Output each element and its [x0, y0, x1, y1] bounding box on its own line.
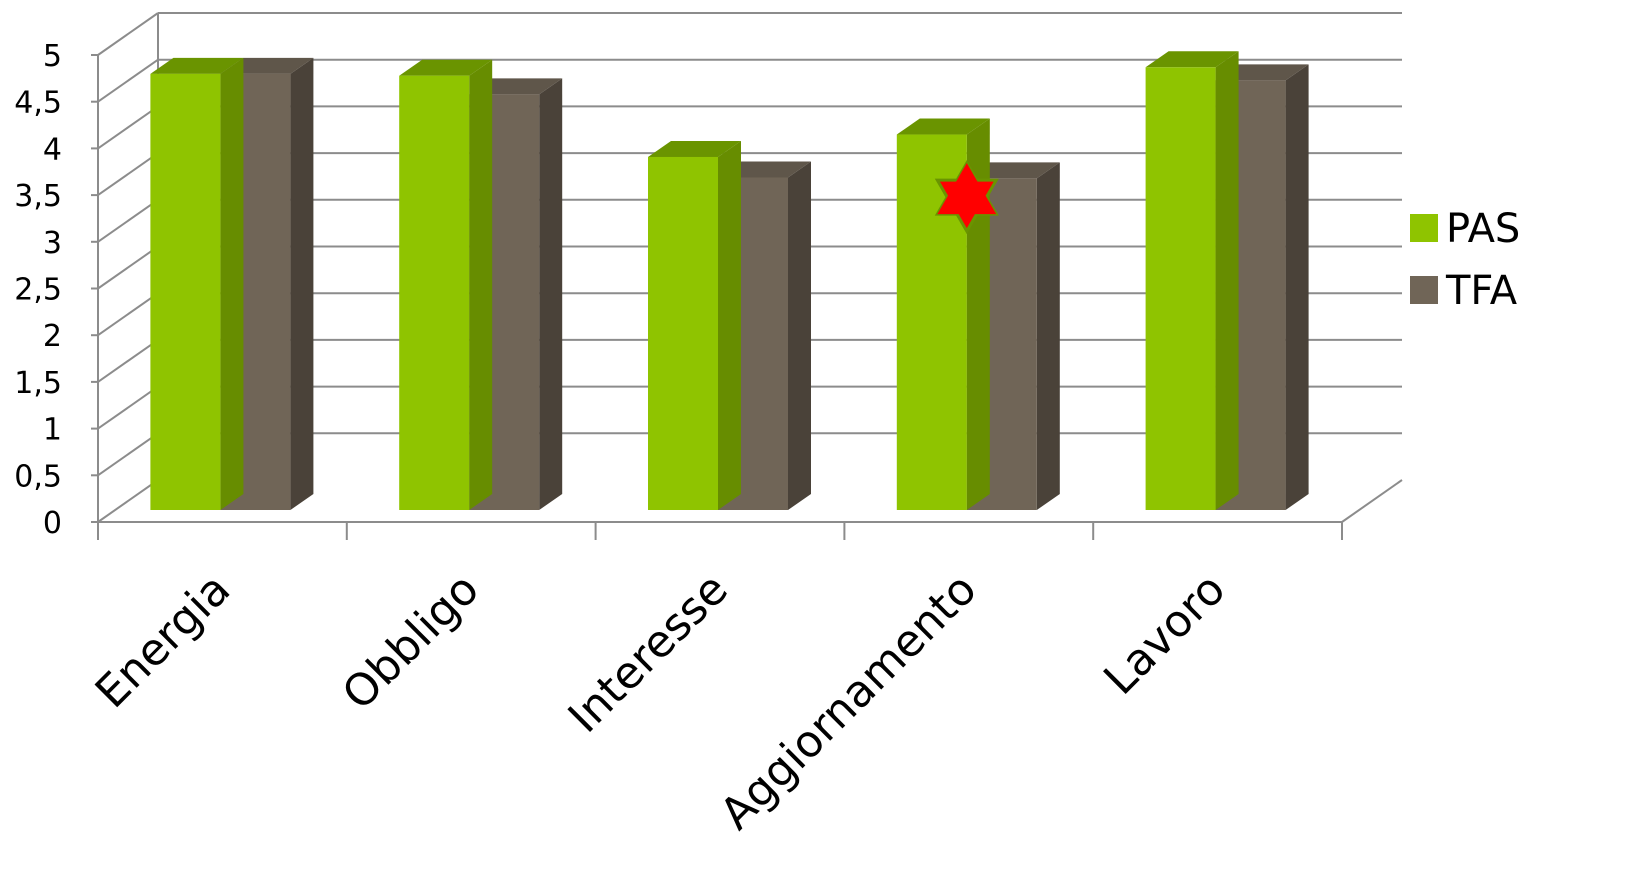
- star-fill: [937, 163, 997, 215]
- bar-top: [150, 57, 244, 74]
- y-tick-label: 0: [43, 506, 62, 541]
- bar-top: [718, 161, 811, 178]
- bar-side: [1215, 51, 1239, 511]
- bar-side: [1036, 162, 1060, 510]
- bar-side: [290, 57, 314, 511]
- y-tick-label: 4: [43, 132, 62, 167]
- y-tick-label: 1,5: [14, 366, 62, 401]
- bar-top: [399, 59, 493, 76]
- bar-front: [648, 156, 718, 510]
- bar-front: [150, 73, 221, 511]
- gridline-side: [97, 198, 159, 243]
- legend-item: PAS: [1410, 206, 1520, 252]
- x-tick-label: Lavoro: [1094, 564, 1235, 705]
- y-tick-label: 0,5: [14, 459, 62, 494]
- bar-top: [966, 162, 1060, 179]
- bar-front: [1145, 67, 1216, 510]
- y-tick-label: 2: [43, 319, 62, 354]
- bar-side: [1285, 64, 1309, 511]
- bar-top: [1145, 51, 1239, 68]
- gridline-side: [97, 479, 159, 523]
- legend-swatch: [1410, 214, 1438, 242]
- floor-edge: [1341, 479, 1403, 523]
- legend-label: PAS: [1446, 206, 1520, 252]
- bar-top: [1215, 64, 1309, 81]
- legend: PAS TFA: [1410, 206, 1520, 314]
- x-tick-label: Interesse: [559, 564, 738, 743]
- bar: [150, 57, 244, 511]
- bar-side: [469, 59, 493, 510]
- gridline-side: [97, 385, 159, 430]
- gridline-side: [97, 339, 159, 383]
- bar-top: [648, 140, 741, 157]
- bar-front: [399, 75, 470, 510]
- bar: [1145, 51, 1239, 511]
- gridline-side: [97, 12, 159, 56]
- gridline-side: [97, 245, 159, 290]
- gridline-side: [97, 292, 159, 337]
- y-tick-label: 5: [43, 39, 62, 74]
- annotations: [934, 160, 999, 235]
- y-tick-label: 3,5: [14, 179, 62, 214]
- bars: [150, 51, 1309, 511]
- bar: [648, 140, 741, 510]
- legend-swatch: [1410, 276, 1438, 304]
- y-tick-label: 3: [43, 226, 62, 261]
- bar-side: [539, 78, 563, 511]
- y-tick-label: 2,5: [14, 273, 62, 308]
- bar-side: [788, 161, 811, 510]
- bar: [399, 59, 493, 510]
- bar: [220, 57, 314, 511]
- y-tick-label: 1: [43, 413, 62, 448]
- y-tick-label: 4,5: [14, 86, 62, 121]
- bar-top: [896, 118, 990, 135]
- gridline-side: [97, 105, 159, 150]
- bar-side: [220, 57, 244, 511]
- gridline-side: [97, 432, 159, 477]
- legend-item: TFA: [1410, 268, 1518, 314]
- x-tick-label: Obbligo: [333, 564, 489, 720]
- x-tick-label: Aggiornamento: [711, 564, 987, 840]
- bar-top: [469, 78, 563, 95]
- legend-label: TFA: [1445, 268, 1518, 314]
- bar-top: [220, 57, 314, 74]
- bar-side: [718, 140, 741, 510]
- star-of-david-icon: [934, 160, 999, 235]
- gridline-side: [97, 152, 159, 196]
- gridline-side: [97, 58, 159, 103]
- x-tick-label: Energia: [86, 564, 240, 718]
